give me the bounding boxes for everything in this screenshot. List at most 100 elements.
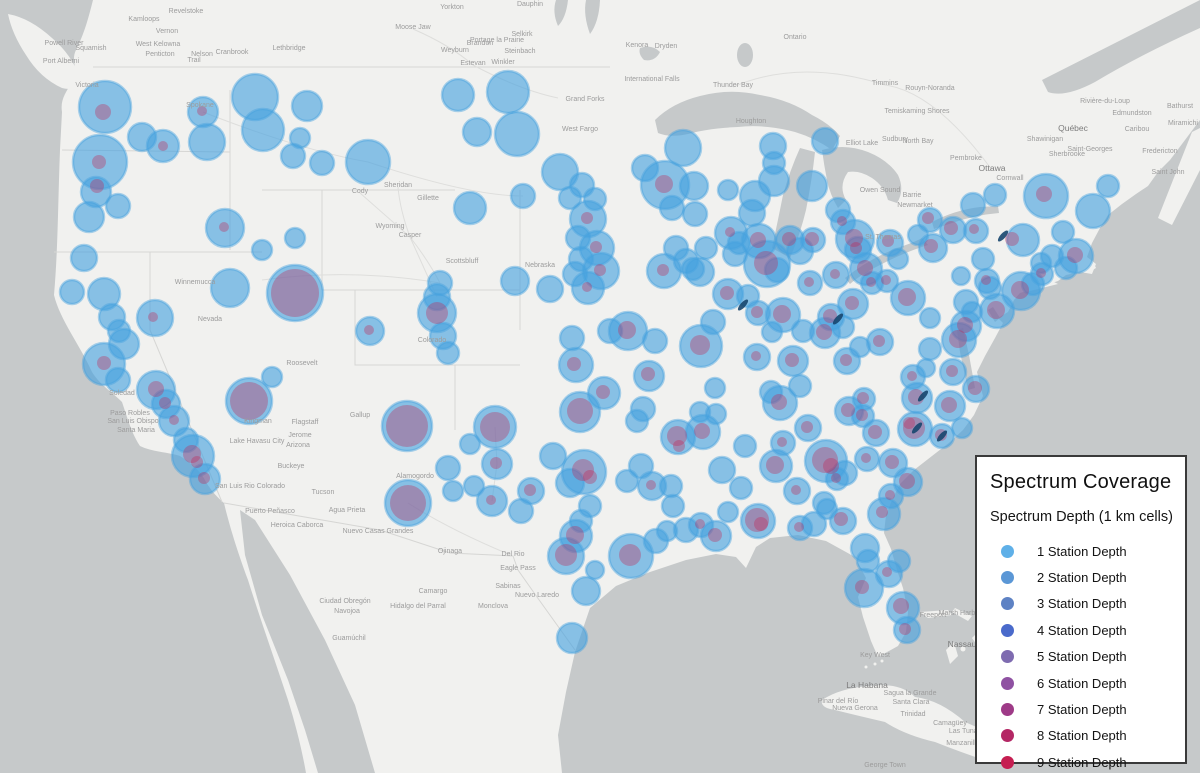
depth-core-circle — [690, 335, 710, 355]
coverage-circle — [744, 299, 772, 327]
map-label: Nevada — [198, 316, 222, 323]
coverage-circle — [716, 500, 740, 524]
coverage-circle — [704, 402, 728, 426]
legend-row: 1 Station Depth — [990, 538, 1175, 564]
depth-core-circle — [968, 381, 982, 395]
coverage-circle — [516, 476, 546, 506]
coverage-circle — [760, 320, 784, 344]
coverage-circle — [509, 182, 537, 210]
depth-core-circle — [855, 580, 869, 594]
coverage-circle — [658, 473, 684, 499]
coverage-circle — [434, 454, 462, 482]
depth-core-circle — [751, 351, 761, 361]
coverage-circle — [1005, 222, 1041, 258]
coverage-circle — [874, 268, 900, 294]
depth-core-circle — [801, 421, 813, 433]
legend-row: 4 Station Depth — [990, 617, 1175, 643]
map-label: Nuevo Laredo — [515, 592, 559, 599]
legend-row: 9 Station Depth — [990, 749, 1175, 773]
legend-depth-dot — [1001, 755, 1014, 769]
legend-depth-dot — [1001, 623, 1014, 637]
coverage-circle — [800, 510, 828, 538]
coverage-circle — [938, 357, 968, 387]
legend-depth-dot — [1001, 597, 1014, 611]
legend-depth-dot — [1001, 703, 1014, 717]
depth-core-circle — [899, 623, 911, 635]
map-label: Dauphin — [517, 1, 543, 8]
coverage-circle — [557, 185, 583, 211]
map-label: Cranbrook — [216, 49, 249, 56]
depth-core-circle — [794, 522, 804, 532]
depth-core-circle — [582, 282, 592, 292]
map-label: Steinbach — [504, 48, 535, 55]
depth-core-circle — [885, 490, 895, 500]
depth-core-circle — [754, 251, 778, 275]
coverage-circle — [761, 150, 787, 176]
coverage-circle — [632, 359, 666, 393]
coverage-circle — [816, 302, 846, 332]
legend-depth-label: 3 Station Depth — [1037, 596, 1127, 612]
coverage-circle — [570, 575, 602, 607]
map-label: Brandon — [467, 40, 494, 47]
map-label: Paso Robles — [110, 410, 150, 417]
map-label: Wyoming — [375, 223, 404, 230]
coverage-circle — [188, 462, 222, 496]
map-label: Sudbury — [882, 136, 909, 143]
map-label: Fredericton — [1142, 148, 1178, 155]
depth-core-circle — [271, 269, 319, 317]
coverage-circle — [441, 479, 465, 503]
coverage-circle — [742, 342, 772, 372]
depth-core-circle — [893, 598, 909, 614]
map-label: Kamloops — [128, 16, 160, 23]
coverage-circle — [288, 126, 312, 150]
coverage-circle — [889, 279, 927, 317]
legend-depth-label: 9 Station Depth — [1037, 754, 1127, 770]
coverage-circle — [645, 252, 683, 290]
depth-core-circle — [944, 221, 958, 235]
coverage-circle — [680, 256, 706, 282]
coverage-circle — [624, 408, 650, 434]
depth-core-circle — [841, 403, 855, 417]
legend-items: 1 Station Depth 2 Station Depth 3 Station … — [990, 538, 1175, 773]
depth-core-circle — [882, 567, 892, 577]
coverage-circle — [472, 404, 518, 450]
coverage-circle — [962, 217, 990, 245]
map-label: International Falls — [624, 76, 680, 83]
depth-core-circle — [486, 495, 496, 505]
coverage-circle — [793, 413, 823, 443]
depth-core-circle — [158, 141, 168, 151]
depth-core-circle — [594, 264, 606, 276]
map-label: Rouyn-Noranda — [905, 85, 955, 92]
coverage-circle — [977, 275, 1003, 301]
depth-core-circle — [831, 473, 841, 483]
map-label: Weyburn — [441, 47, 469, 54]
map-label: Saint-Georges — [1067, 146, 1113, 153]
depth-core-circle — [667, 426, 687, 446]
coverage-circle — [344, 138, 392, 186]
map-label: Camargo — [419, 588, 448, 595]
legend-panel: Spectrum Coverage Spectrum Depth (1 km c… — [975, 455, 1187, 770]
coverage-circle — [678, 323, 724, 369]
depth-core-circle — [754, 517, 768, 531]
map-label: Jerome — [288, 432, 311, 439]
map-label: Edmundston — [1112, 110, 1151, 117]
legend-depth-label: 2 Station Depth — [1037, 570, 1127, 586]
depth-core-circle — [169, 415, 179, 425]
map-label: Lake Havasu City — [230, 438, 285, 445]
depth-core-circle — [823, 309, 837, 323]
coverage-circle — [586, 375, 622, 411]
map-label: Arizona — [286, 442, 310, 449]
map-label: Penticton — [145, 51, 174, 58]
depth-core-circle — [555, 544, 577, 566]
coverage-circle — [950, 416, 974, 440]
map-label: Yorkton — [440, 4, 464, 11]
coverage-circle — [538, 441, 568, 471]
legend-row: 3 Station Depth — [990, 591, 1175, 617]
depth-core-circle — [922, 212, 934, 224]
map-label: Sheridan — [384, 182, 412, 189]
map-label: Newmarket — [897, 202, 932, 209]
deep-depth-lens — [936, 430, 948, 442]
map-label: Agua Prieta — [329, 507, 366, 514]
map-label: Vernon — [156, 28, 178, 35]
